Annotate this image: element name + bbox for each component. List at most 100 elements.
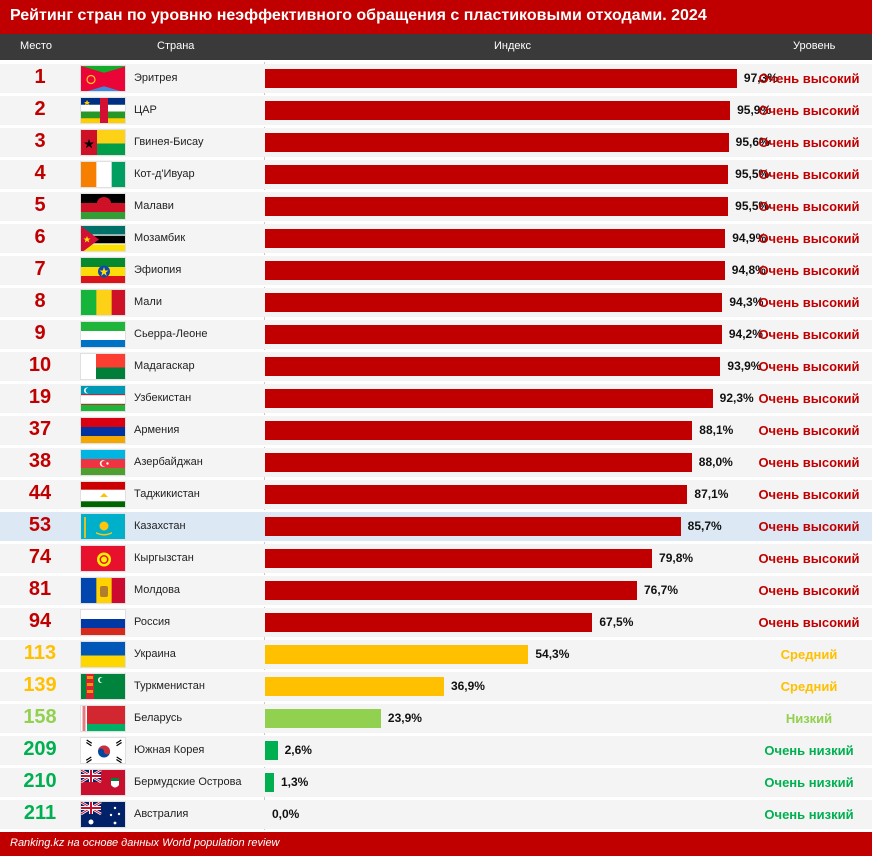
bar: [265, 197, 729, 216]
moldova-flag: [80, 577, 126, 604]
country-label: Туркменистан: [134, 680, 205, 692]
belarus-flag: [80, 705, 126, 732]
chart-row: 38 Азербайджан 88,0% Очень высокий: [0, 448, 872, 477]
value-label: 85,7%: [687, 519, 722, 533]
level-label: Очень низкий: [764, 807, 854, 822]
chart-row: 2 ЦАР 95,9% Очень высокий: [0, 96, 872, 125]
chart-row: 113 Украина 54,3% Средний: [0, 640, 872, 669]
rank-label: 158: [23, 706, 57, 728]
level-label: Очень высокий: [758, 263, 860, 278]
value-label: 93,9%: [727, 359, 762, 373]
bar: [265, 133, 729, 152]
rank-label: 211: [23, 802, 57, 824]
rank-label: 1: [34, 66, 46, 88]
bar: [265, 421, 693, 440]
rank-label: 81: [28, 578, 52, 600]
rank-label: 7: [34, 258, 46, 280]
chart-row: 5 Малави 95,5% Очень высокий: [0, 192, 872, 221]
rank-label: 139: [23, 674, 57, 696]
chart-row: 4 Кот-д'Ивуар 95,5% Очень высокий: [0, 160, 872, 189]
country-label: Мали: [134, 296, 162, 308]
kazakhstan-flag: [80, 513, 126, 540]
bar: [265, 293, 723, 312]
bar: [265, 613, 593, 632]
level-label: Низкий: [785, 711, 833, 726]
value-label: 0,0%: [272, 807, 300, 821]
country-label: Кот-д'Ивуар: [134, 168, 195, 180]
chart-row: 1 Эритрея 97,3% Очень высокий: [0, 64, 872, 93]
country-label: Украина: [134, 648, 176, 660]
value-label: 94,3%: [729, 295, 764, 309]
uzbekistan-flag: [80, 385, 126, 412]
value-label: 23,9%: [387, 711, 422, 725]
chart-row: 158 Беларусь 23,9% Низкий: [0, 704, 872, 733]
country-label: Армения: [134, 424, 180, 436]
country-label: Беларусь: [134, 712, 183, 724]
armenia-flag: [80, 417, 126, 444]
australia-flag: [80, 801, 126, 828]
value-label: 76,7%: [643, 583, 679, 597]
chart-row: 94 Россия 67,5% Очень высокий: [0, 608, 872, 637]
level-label: Очень высокий: [758, 615, 860, 630]
level-label: Очень высокий: [758, 455, 860, 470]
country-label: Мозамбик: [134, 232, 186, 244]
country-label: Малави: [134, 200, 174, 212]
value-label: 97,3%: [743, 71, 778, 85]
value-label: 87,1%: [694, 487, 729, 501]
eritrea-flag: [80, 65, 126, 92]
column-header-bar: Место Страна Индекс Уровень: [0, 34, 872, 60]
level-label: Очень высокий: [758, 551, 860, 566]
chart-title: Рейтинг стран по уровню неэффективного о…: [10, 7, 707, 24]
rank-label: 4: [34, 162, 46, 184]
country-label: ЦАР: [134, 104, 157, 116]
rank-label: 10: [28, 354, 52, 376]
rank-label: 113: [23, 642, 57, 664]
level-label: Очень высокий: [758, 519, 860, 534]
chart-row: 209 Южная Корея 2,6% Очень низкий: [0, 736, 872, 765]
value-label: 2,6%: [284, 743, 312, 757]
value-label: 88,1%: [699, 423, 734, 437]
country-label: Эфиопия: [134, 264, 182, 276]
chart-row: 210 Бермудские Острова 1,3% Очень низкий: [0, 768, 872, 797]
value-label: 67,5%: [599, 615, 634, 629]
bermuda-flag: [80, 769, 126, 796]
car-flag: [80, 97, 126, 124]
country-label: Россия: [134, 616, 171, 628]
country-label: Молдова: [134, 584, 180, 596]
header-level: Уровень: [793, 40, 836, 52]
bar: [265, 229, 726, 248]
cote-divoire-flag: [80, 161, 126, 188]
value-label: 36,9%: [450, 679, 485, 693]
header-place: Место: [20, 40, 52, 52]
rank-label: 6: [34, 226, 46, 248]
chart-row: 3 Гвинея-Бисау 95,6% Очень высокий: [0, 128, 872, 157]
chart-row: 8 Мали 94,3% Очень высокий: [0, 288, 872, 317]
value-label: 95,9%: [737, 103, 772, 117]
value-label: 95,6%: [735, 135, 770, 149]
bar: [265, 677, 444, 696]
bar: [265, 517, 681, 536]
value-label: 94,9%: [732, 231, 767, 245]
country-label: Сьерра-Леоне: [134, 328, 208, 340]
bar: [265, 485, 688, 504]
rank-label: 44: [28, 482, 52, 504]
level-label: Средний: [780, 647, 838, 662]
level-label: Очень низкий: [764, 743, 854, 758]
rank-label: 37: [28, 418, 52, 440]
level-label: Очень высокий: [758, 583, 860, 598]
country-label: Бермудские Острова: [134, 776, 242, 788]
ukraine-flag: [80, 641, 126, 668]
country-label: Азербайджан: [134, 456, 203, 468]
value-label: 95,5%: [735, 167, 770, 181]
chart-row: 6 Мозамбик 94,9% Очень высокий: [0, 224, 872, 253]
rank-label: 94: [28, 610, 52, 632]
chart-row: 9 Сьерра-Леоне 94,2% Очень высокий: [0, 320, 872, 349]
country-label: Мадагаскар: [134, 360, 195, 372]
chart-row: 37 Армения 88,1% Очень высокий: [0, 416, 872, 445]
bar: [265, 741, 278, 760]
bar: [265, 453, 692, 472]
bar: [265, 581, 637, 600]
bar: [265, 389, 713, 408]
header-country: Страна: [157, 40, 195, 52]
russia-flag: [80, 609, 126, 636]
